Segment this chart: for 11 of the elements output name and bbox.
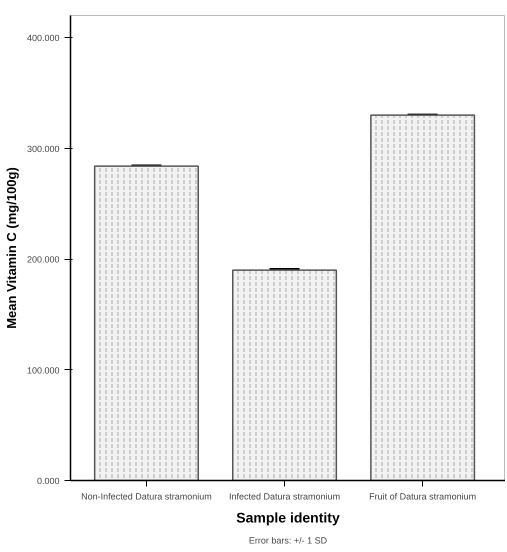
y-tick-label: 0.000	[36, 476, 60, 486]
text: Error bars: +/- 1 SD	[248, 536, 328, 546]
x-tick-label: Fruit of Datura stramonium	[369, 492, 476, 502]
y-tick-label: 100.000	[26, 365, 60, 376]
x-tick-label: Infected Datura stramonium	[229, 492, 340, 502]
y-axis-title: Mean Vitamin C (mg/100g)	[4, 167, 19, 329]
y-tick-label: 300.000	[26, 144, 60, 154]
y-tick-label: 400.000	[26, 33, 60, 44]
y-tick-label: 200.000	[26, 254, 60, 265]
x-axis-title: Sample identity	[236, 510, 340, 526]
x-tick-label: Non-Infected Datura stramonium	[81, 492, 212, 502]
